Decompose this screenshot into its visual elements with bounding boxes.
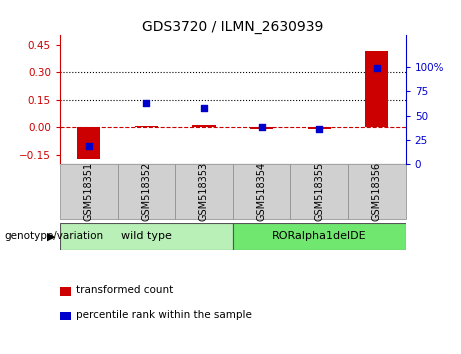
Text: GSM518355: GSM518355 <box>314 162 324 221</box>
Point <box>315 126 323 132</box>
Title: GDS3720 / ILMN_2630939: GDS3720 / ILMN_2630939 <box>142 21 324 34</box>
Bar <box>348 164 406 219</box>
Point <box>200 105 207 111</box>
Bar <box>233 164 290 219</box>
Text: GSM518351: GSM518351 <box>84 162 94 221</box>
Text: wild type: wild type <box>121 231 172 241</box>
Bar <box>365 51 388 127</box>
Text: transformed count: transformed count <box>76 285 173 295</box>
Bar <box>60 223 233 250</box>
Bar <box>118 164 175 219</box>
Point <box>258 124 266 130</box>
Bar <box>60 164 118 219</box>
Text: GSM518354: GSM518354 <box>257 162 266 221</box>
Bar <box>175 164 233 219</box>
Text: GSM518352: GSM518352 <box>142 162 151 221</box>
Bar <box>250 127 273 129</box>
Bar <box>135 126 158 127</box>
Text: RORalpha1delDE: RORalpha1delDE <box>272 231 366 241</box>
Point <box>373 65 381 71</box>
Text: ▶: ▶ <box>47 231 55 241</box>
Text: genotype/variation: genotype/variation <box>5 231 104 241</box>
Text: GSM518353: GSM518353 <box>199 162 209 221</box>
Bar <box>308 127 331 129</box>
Point <box>85 144 92 149</box>
Bar <box>193 125 216 127</box>
Text: GSM518356: GSM518356 <box>372 162 382 221</box>
Bar <box>233 223 406 250</box>
Text: percentile rank within the sample: percentile rank within the sample <box>76 310 252 320</box>
Bar <box>77 127 100 159</box>
Bar <box>290 164 348 219</box>
Point <box>142 100 150 106</box>
